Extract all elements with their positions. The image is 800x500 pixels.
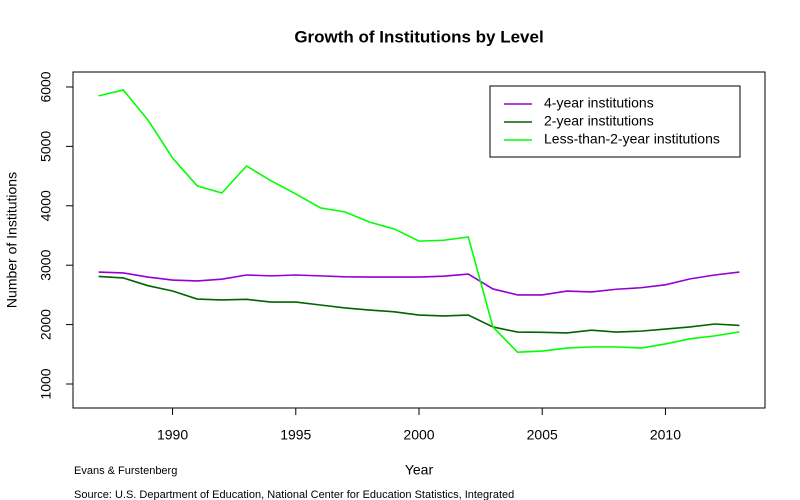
y-tick-label: 5000 [38, 131, 54, 162]
x-tick-label: 2005 [527, 427, 558, 443]
legend-label: 2-year institutions [544, 113, 654, 129]
x-tick-label: 1990 [157, 427, 188, 443]
x-tick-label: 2010 [650, 427, 681, 443]
note: Evans & Furstenberg [74, 465, 177, 477]
x-tick-label: 1995 [280, 427, 311, 443]
line-series [98, 275, 740, 334]
y-tick-label: 3000 [38, 249, 54, 280]
line-series [98, 271, 740, 296]
y-tick-label: 2000 [38, 309, 54, 340]
y-tick-label: 1000 [38, 368, 54, 399]
line-series [98, 89, 740, 354]
legend-label: 4-year institutions [544, 95, 654, 111]
y-tick-label: 4000 [38, 190, 54, 221]
y-axis-label: Number of Institutions [4, 172, 20, 308]
x-tick-label: 2000 [403, 427, 434, 443]
note: Source: U.S. Department of Education, Na… [74, 489, 514, 500]
y-tick-label: 6000 [38, 71, 54, 102]
x-axis-label: Year [405, 462, 434, 478]
legend-label: Less-than-2-year institutions [544, 131, 720, 147]
chart-title: Growth of Institutions by Level [294, 27, 543, 46]
